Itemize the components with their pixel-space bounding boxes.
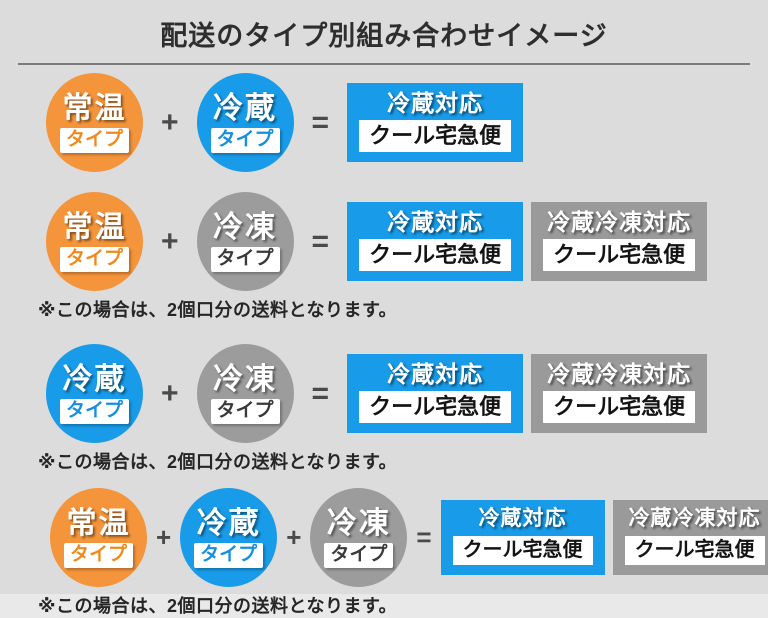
result-boxes: 冷蔵対応 クール宅急便 冷蔵冷凍対応 クール宅急便 (347, 354, 708, 433)
result-boxes: 冷蔵対応 クール宅急便 冷蔵冷凍対応 クール宅急便 (347, 202, 708, 281)
type-badge: タイプ (59, 247, 129, 272)
result-box-service: クール宅急便 (359, 239, 512, 271)
type-badge: タイプ (210, 399, 280, 424)
result-box-service: クール宅急便 (359, 391, 512, 423)
type-circle-chilled: 冷蔵 タイプ (46, 344, 143, 443)
result-box-chilled: 冷蔵対応 クール宅急便 (347, 354, 524, 433)
equals-sign: = (416, 522, 432, 552)
result-box-title: 冷蔵対応 (387, 90, 484, 117)
type-circle-label: 冷蔵 (62, 363, 127, 397)
type-badge: タイプ (59, 128, 129, 153)
combination-row-1: 常温 タイプ + 冷蔵 タイプ = 冷蔵対応 クール宅急便 (0, 73, 768, 172)
result-box-service: クール宅急便 (543, 239, 696, 271)
result-box-title: 冷蔵冷凍対応 (547, 209, 692, 236)
type-circle-label: 常温 (62, 211, 127, 245)
type-badge: タイプ (194, 543, 264, 568)
plus-sign: + (161, 105, 179, 139)
combination-row-3: 冷蔵 タイプ + 冷凍 タイプ = 冷蔵対応 クール宅急便 冷蔵冷凍対応 クール… (0, 344, 768, 443)
result-box-service: クール宅急便 (359, 120, 512, 152)
type-circle-normal: 常温 タイプ (46, 73, 143, 172)
plus-sign: + (161, 376, 179, 410)
type-badge: タイプ (63, 543, 133, 568)
result-box-chilled-frozen: 冷蔵冷凍対応 クール宅急便 (531, 354, 708, 433)
shipping-note: ※この場合は、2個口分の送料となります。 (38, 596, 398, 616)
equals-sign: = (311, 376, 330, 410)
type-circle-frozen: 冷凍 タイプ (196, 344, 294, 443)
type-circle-label: 冷凍 (213, 363, 278, 397)
type-circle-normal: 常温 タイプ (50, 488, 147, 587)
result-box-service: クール宅急便 (452, 535, 593, 565)
result-box-chilled: 冷蔵対応 クール宅急便 (440, 500, 605, 575)
type-circle-frozen: 冷凍 タイプ (310, 488, 408, 587)
combination-row-2: 常温 タイプ + 冷凍 タイプ = 冷蔵対応 クール宅急便 冷蔵冷凍対応 クール… (0, 192, 768, 291)
combination-row-4: 常温 タイプ + 冷蔵 タイプ + 冷凍 タイプ = 冷蔵対応 クール宅急便 冷… (0, 488, 768, 587)
shipping-note: ※この場合は、2個口分の送料となります。 (38, 300, 398, 320)
result-box-chilled: 冷蔵対応 クール宅急便 (347, 83, 524, 162)
shipping-note: ※この場合は、2個口分の送料となります。 (38, 452, 398, 472)
type-circle-normal: 常温 タイプ (46, 192, 143, 291)
plus-sign: + (161, 224, 179, 258)
result-box-title: 冷蔵対応 (387, 361, 484, 388)
result-box-title: 冷蔵冷凍対応 (628, 507, 761, 531)
type-circle-label: 冷蔵 (196, 507, 261, 541)
type-badge: タイプ (210, 128, 280, 153)
type-circle-label: 冷蔵 (213, 92, 278, 126)
result-boxes: 冷蔵対応 クール宅急便 冷蔵冷凍対応 クール宅急便 (440, 500, 768, 575)
page-title: 配送のタイプ別組み合わせイメージ (160, 21, 608, 51)
result-box-service: クール宅急便 (543, 391, 696, 423)
plus-sign: + (286, 522, 302, 552)
equals-sign: = (311, 105, 330, 139)
equals-sign: = (311, 224, 330, 258)
result-box-title: 冷蔵冷凍対応 (547, 361, 692, 388)
result-box-chilled-frozen: 冷蔵冷凍対応 クール宅急便 (531, 202, 708, 281)
result-box-chilled: 冷蔵対応 クール宅急便 (347, 202, 524, 281)
type-circle-label: 常温 (62, 92, 127, 126)
type-circle-label: 常温 (66, 507, 131, 541)
type-badge: タイプ (324, 543, 394, 568)
type-circle-label: 冷凍 (326, 507, 391, 541)
type-circle-label: 冷凍 (213, 211, 278, 245)
title-divider (18, 63, 750, 65)
type-badge: タイプ (210, 247, 280, 272)
result-box-chilled-frozen: 冷蔵冷凍対応 クール宅急便 (612, 500, 768, 575)
result-box-title: 冷蔵対応 (387, 209, 484, 236)
result-box-title: 冷蔵対応 (478, 507, 567, 531)
type-badge: タイプ (59, 399, 129, 424)
result-box-service: クール宅急便 (624, 535, 765, 565)
result-boxes: 冷蔵対応 クール宅急便 (347, 83, 524, 162)
bottom-margin (0, 594, 768, 607)
type-circle-chilled: 冷蔵 タイプ (196, 73, 294, 172)
plus-sign: + (156, 522, 172, 552)
type-circle-chilled: 冷蔵 タイプ (180, 488, 278, 587)
type-circle-frozen: 冷凍 タイプ (196, 192, 294, 291)
